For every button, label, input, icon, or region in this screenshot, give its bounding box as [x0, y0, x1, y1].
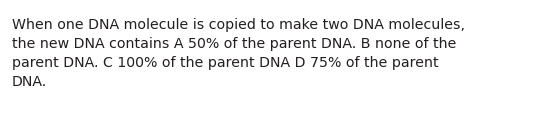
Text: When one DNA molecule is copied to make two DNA molecules,
the new DNA contains : When one DNA molecule is copied to make … — [12, 18, 465, 89]
